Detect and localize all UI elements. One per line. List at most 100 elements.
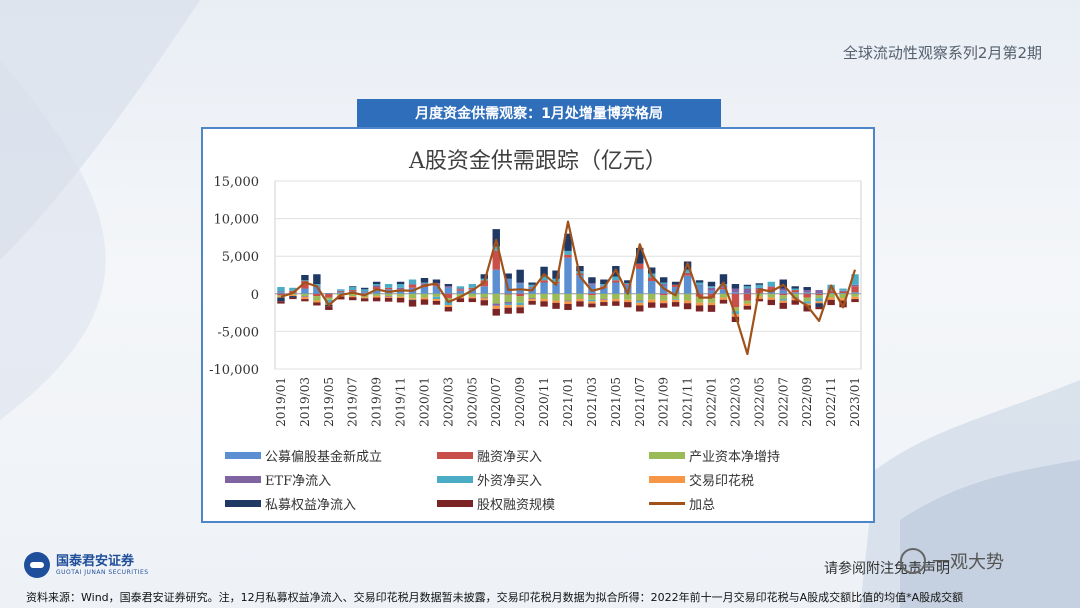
bar-segment	[636, 263, 644, 269]
x-tick-label: 2019/09	[370, 377, 384, 427]
bar-segment	[301, 293, 309, 297]
bar-segment	[396, 287, 405, 290]
bar-segment	[576, 265, 584, 272]
bar-segment	[337, 296, 345, 300]
bar-segment	[815, 298, 823, 302]
chart-legend: 公募偏股基金新成立 融资净买入 产业资本净增持 ETF净流入 外资净买入 交易印花税 私募权…	[225, 445, 865, 513]
legend-swatch	[225, 499, 261, 507]
bar-segment	[755, 296, 764, 300]
bar-segment	[384, 293, 393, 297]
chart-plot: -10,000 -5,000 0 5,000 10,000 15,000 2019/01 20…	[209, 175, 862, 427]
bar-segment	[815, 293, 823, 296]
bar-segment	[851, 299, 859, 303]
x-tick-label: 2020/01	[417, 377, 431, 427]
legend-label: 外资净买入	[477, 473, 543, 489]
bar-segment	[337, 291, 345, 293]
bar-segment	[420, 293, 429, 298]
bar-segment	[528, 282, 536, 285]
bar-segment	[289, 293, 297, 295]
bar-segment	[659, 277, 668, 283]
bar-segment	[827, 290, 835, 291]
bar-segment	[588, 283, 596, 285]
bar-segment	[743, 288, 752, 294]
bar-segment	[540, 276, 548, 281]
bar-segment	[540, 293, 548, 300]
bar-segment	[420, 282, 429, 284]
y-tick-label: 10,000	[214, 213, 260, 228]
bar-segment	[767, 287, 776, 292]
legend-item: 公募偏股基金新成立	[225, 445, 437, 465]
bar-segment	[588, 293, 596, 296]
bar-segment	[636, 302, 644, 306]
bar-segment	[372, 296, 381, 298]
bar-segment	[420, 278, 429, 283]
x-tick-label: 2020/11	[537, 377, 551, 427]
bar-segment	[767, 297, 776, 300]
bar-segment	[779, 295, 787, 300]
bar-segment	[349, 296, 357, 298]
bar-segment	[683, 269, 692, 273]
series-title: 全球流动性观察系列2月第2期	[842, 44, 1042, 62]
bar-segment	[325, 299, 333, 304]
bar-segment	[564, 301, 572, 304]
bar-segment	[707, 302, 716, 306]
bar-segment	[839, 288, 847, 291]
bar-segment	[564, 250, 572, 255]
bar-segment	[396, 293, 405, 297]
bar-segment	[432, 293, 441, 297]
bar-segment	[504, 303, 512, 306]
bar-segment	[277, 287, 285, 292]
bar-segment	[851, 286, 859, 293]
bar-segment	[636, 300, 644, 302]
logo-en-text: GUOTAI JUNAN SECURITIES	[56, 569, 149, 576]
legend-item: ETF净流入	[225, 469, 437, 489]
legend-label: 融资净买入	[477, 449, 543, 465]
bar-segment	[600, 302, 608, 306]
bar-segment	[827, 293, 835, 298]
bar-segment	[528, 284, 536, 288]
bar-segment	[588, 299, 596, 302]
legend-swatch	[649, 475, 685, 483]
bar-segment	[719, 289, 728, 294]
x-tick-label: 2020/07	[489, 377, 503, 427]
y-tick-label: 5,000	[222, 250, 259, 265]
legend-item: 交易印花税	[649, 469, 861, 489]
bar-segment	[360, 297, 369, 299]
bar-segment	[612, 299, 620, 302]
wechat-account-name: 一观大势	[932, 552, 1004, 573]
x-tick-label: 2022/03	[728, 377, 742, 427]
bar-segment	[648, 299, 656, 303]
bar-segment	[743, 305, 752, 310]
bar-segment	[277, 291, 285, 293]
bar-segment	[492, 293, 500, 304]
company-logo-icon	[24, 552, 50, 578]
bar-segment	[504, 305, 512, 308]
x-tick-label: 2020/03	[441, 377, 455, 427]
bar-segment	[540, 266, 548, 277]
bar-segment	[516, 305, 524, 308]
x-tick-label: 2021/09	[657, 377, 671, 427]
bar-segment	[444, 286, 453, 288]
bar-segment	[277, 293, 285, 296]
bar-segment	[420, 297, 429, 300]
bar-segment	[624, 280, 632, 284]
bar-segment	[827, 299, 835, 306]
bar-segment	[600, 299, 608, 300]
x-tick-label: 2021/11	[681, 377, 695, 427]
bar-segment	[755, 293, 764, 297]
source-note: 资料来源：Wind，国泰君安证券研究。注，12月私募权益净流入、交易印花税月数据…	[26, 591, 964, 604]
x-tick-label: 2022/11	[824, 377, 838, 427]
bar-segment	[743, 293, 752, 294]
bar-segment	[564, 303, 572, 310]
bar-segment	[528, 287, 536, 288]
bar-segment	[349, 293, 357, 297]
bar-segment	[384, 284, 393, 288]
bar-segment	[552, 300, 560, 303]
bar-segment	[648, 281, 656, 294]
legend-swatch	[649, 501, 685, 505]
total-line	[280, 220, 857, 356]
bar-segment	[659, 284, 668, 286]
legend-swatch	[649, 451, 685, 459]
bar-segment	[552, 283, 560, 294]
